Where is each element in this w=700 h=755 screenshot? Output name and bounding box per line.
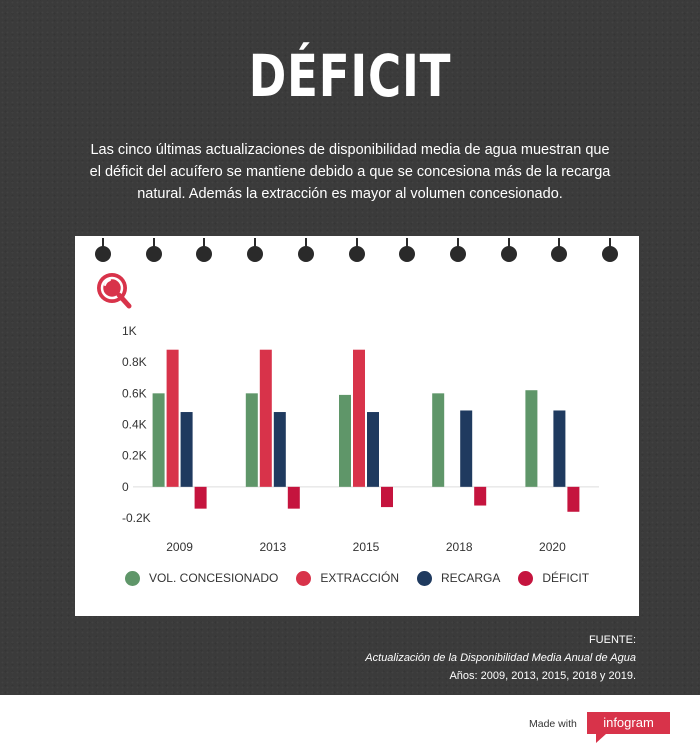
legend-swatch [296,570,312,586]
x-tick-label: 2018 [446,540,473,554]
binder-ring-hole [247,246,263,262]
source-document: Actualización de la Disponibilidad Media… [365,652,636,664]
binder-ring-hole [349,246,365,262]
binder-ring-hole [501,246,517,262]
binder-ring-stem [406,238,408,252]
bar-2009-2[interactable] [166,349,179,487]
binder-ring-stem [305,238,307,252]
intro-text: Las cinco últimas actualizaciones de dis… [89,142,611,202]
infogram-logo-tip [596,734,606,743]
binder-ring-stem [457,238,459,252]
infogram-logo[interactable]: infogram [587,712,670,734]
binder-ring-hole [196,246,212,262]
x-tick-label: 2020 [539,540,566,554]
legend-item[interactable]: EXTRACCIÓN [296,570,400,586]
binder-ring-hole [146,246,162,262]
y-tick-label: 1K [122,324,137,338]
source-years: Años: 2009, 2013, 2015, 2018 y 2019. [449,670,636,682]
bar-2015-2[interactable] [353,349,365,487]
binder-ring-stem [356,238,358,252]
bar-2015-1[interactable] [339,394,351,487]
bar-2009-1[interactable] [152,393,165,487]
binder-ring-stem [508,238,510,252]
legend-swatch [417,570,433,586]
binder-ring-stem [558,238,560,252]
bar-2018-1[interactable] [432,393,445,487]
bar-2020-1[interactable] [525,390,538,487]
search-icon [97,273,132,309]
legend-label: RECARGA [441,571,501,585]
y-tick-label: 0.6K [122,386,147,400]
x-tick-label: 2009 [166,540,193,554]
x-tick-label: 2013 [259,540,286,554]
y-tick-label: -0.2K [122,511,151,525]
binder-ring-stem [254,238,256,252]
legend-swatch [124,570,140,586]
bar-2013-4[interactable] [287,486,300,509]
y-tick-label: 0 [122,480,129,494]
binder-ring-hole [551,246,567,262]
chart-legend: VOL. CONCESIONADO EXTRACCIÓN RECARGA DÉFICI… [75,569,639,587]
made-with-text: Made with [529,718,577,730]
binder-ring-hole [298,246,314,262]
bar-2013-1[interactable] [245,393,258,487]
legend-item[interactable]: DÉFICIT [518,570,590,586]
legend-item[interactable]: VOL. CONCESIONADO [124,570,279,586]
x-tick-label: 2015 [353,540,380,554]
bar-chart: 1K 0.8K 0.6K 0.4K 0.2K 0 -0.2K 2009 2013 2015 2018… [122,324,599,554]
binder-ring-hole [602,246,618,262]
bar-2013-2[interactable] [259,349,272,487]
y-tick-label: 0.2K [122,449,147,463]
bar-2009-4[interactable] [194,486,207,509]
legend-label: EXTRACCIÓN [320,571,400,585]
binder-ring-hole [450,246,466,262]
legend-item[interactable]: RECARGA [417,570,501,586]
binder-ring-stem [609,238,611,252]
bar-2013-3[interactable] [273,412,286,487]
bar-2020-3[interactable] [553,410,566,487]
bar-2009-3[interactable] [180,412,193,487]
y-tick-label: 0.4K [122,418,147,432]
bar-2020-4[interactable] [567,486,580,512]
binder-ring-hole [399,246,415,262]
bar-2018-3[interactable] [460,410,473,487]
binder-ring-stem [203,238,205,252]
bar-2018-4[interactable] [474,486,487,506]
bar-2015-3[interactable] [367,412,379,487]
legend-swatch [518,570,534,586]
source-label: FUENTE: [588,634,636,646]
legend-label: DÉFICIT [542,571,590,585]
bar-2015-4[interactable] [381,486,393,508]
binder-ring-stem [102,238,104,252]
y-tick-label: 0.8K [122,355,147,369]
source-block: FUENTE: Actualización de la Disponibilid… [365,631,636,685]
binder-ring-hole [95,246,111,262]
page-title: DÉFICIT [248,42,452,110]
legend-label: VOL. CONCESIONADO [148,571,279,585]
binder-ring-stem [153,238,155,252]
